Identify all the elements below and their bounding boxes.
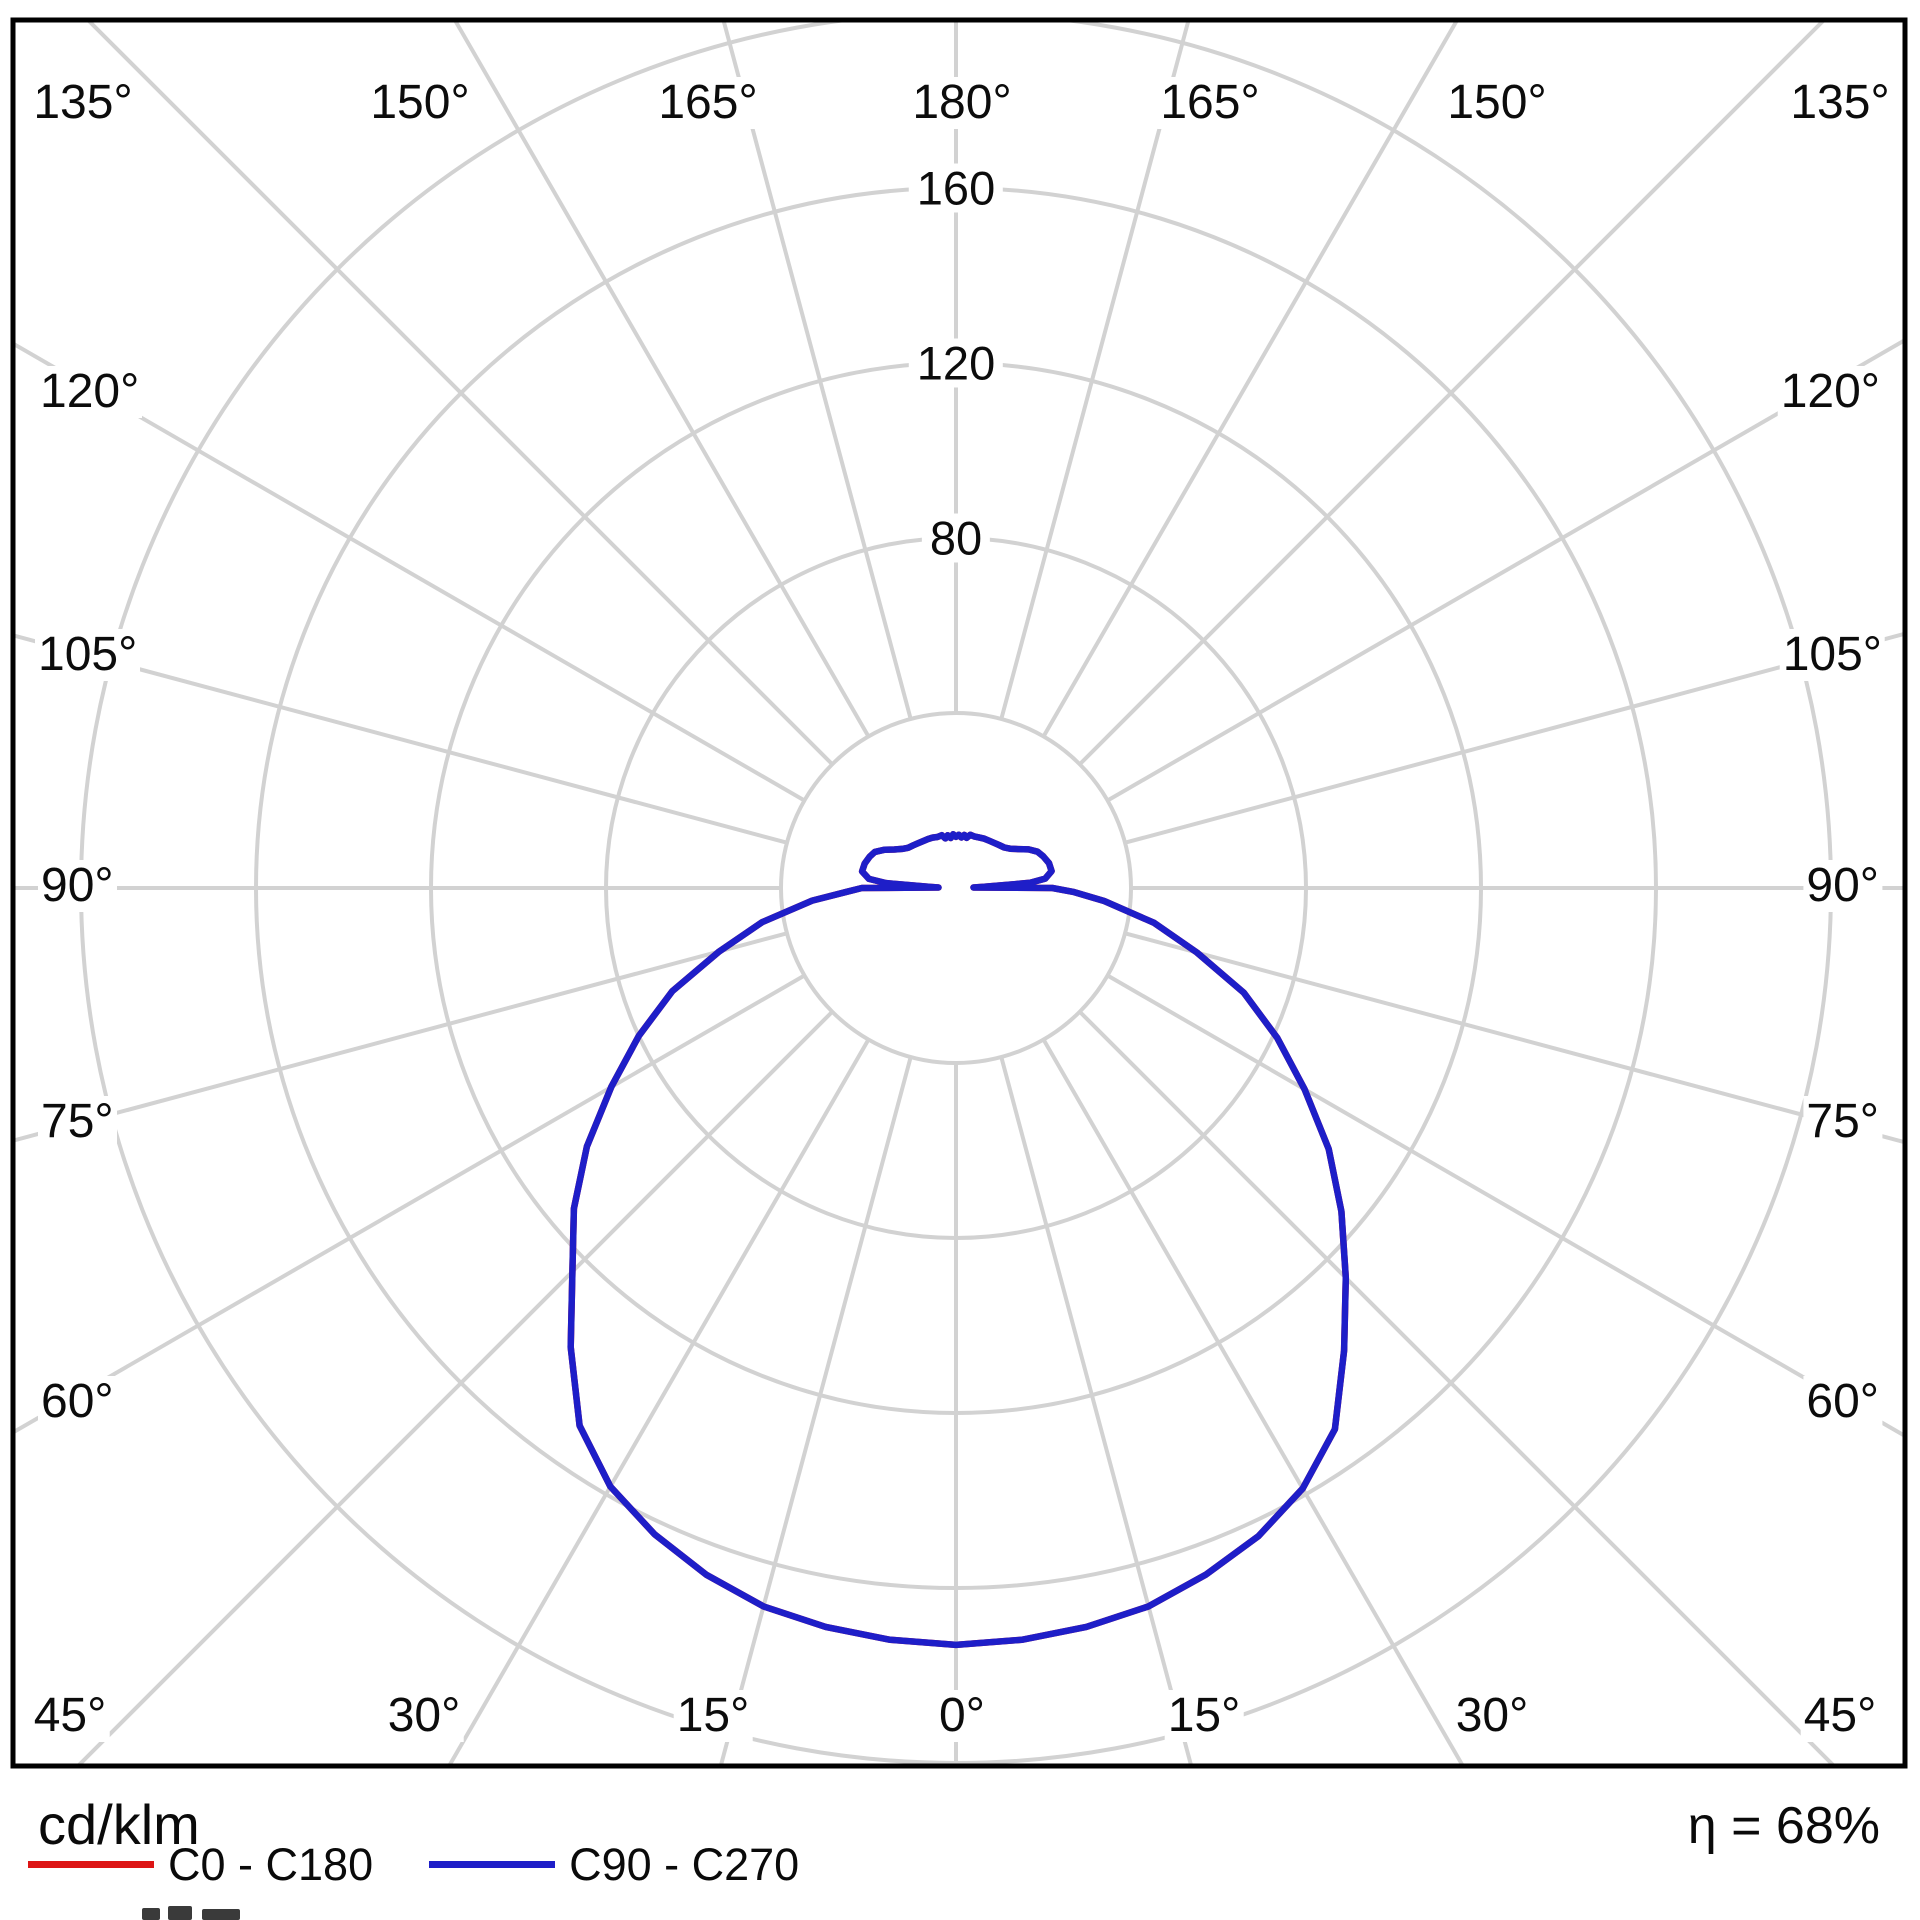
- grid-spoke-315: [75, 1010, 834, 1766]
- angle-label: 165°: [1157, 77, 1263, 129]
- angle-label: 75°: [1803, 1096, 1882, 1148]
- grid-spoke-345: [718, 1056, 913, 1766]
- legend-item-c90-c270: C90 - C270: [429, 1842, 799, 1887]
- angle-label: 30°: [1452, 1690, 1532, 1742]
- c90-c270-line-swatch: [429, 1861, 556, 1868]
- grid-spoke-60: [1106, 973, 1905, 1439]
- angle-label: 180°: [909, 77, 1015, 129]
- angle-label: 105°: [1779, 629, 1885, 681]
- radial-tick-label: 160: [908, 163, 1004, 213]
- grid-spoke-165: [999, 20, 1191, 720]
- grid-spoke-45: [1078, 1010, 1837, 1766]
- angle-label: 15°: [673, 1690, 753, 1742]
- angle-label: 90°: [1803, 860, 1882, 912]
- grid-spoke-120: [1106, 337, 1905, 803]
- radial-tick-label: 80: [921, 513, 991, 563]
- grid-spoke-240: [13, 341, 806, 803]
- grid-spoke-30: [1041, 1038, 1466, 1766]
- angle-label: 120°: [1777, 366, 1883, 418]
- plot-frame: [10, 17, 1908, 1769]
- c90-c270-curve: [567, 831, 1350, 1649]
- angle-label: 15°: [1164, 1690, 1244, 1742]
- grid-spoke-75: [1124, 931, 1905, 1145]
- angle-label: 75°: [38, 1096, 117, 1148]
- angle-label: 120°: [37, 366, 143, 418]
- angle-label: 60°: [1803, 1376, 1882, 1428]
- legend-label-c0-c180: C0 - C180: [168, 1839, 374, 1890]
- grid-spoke-285: [13, 931, 788, 1143]
- angle-label: 135°: [1787, 77, 1893, 129]
- cutoff-text-artifact: [140, 1906, 270, 1920]
- legend: C0 - C180 C90 - C270: [28, 1842, 799, 1887]
- grid-spoke-225: [85, 20, 834, 766]
- grid-circle-40: [779, 711, 1133, 1065]
- grid-spoke-210: [452, 20, 871, 738]
- grid-spoke-105: [1124, 631, 1905, 845]
- angle-label: 45°: [1800, 1690, 1880, 1742]
- efficiency-value: η = 68%: [1687, 1797, 1880, 1855]
- angle-label: 60°: [38, 1376, 117, 1428]
- radial-tick-label: 120: [908, 338, 1004, 388]
- angle-label: 90°: [38, 860, 117, 912]
- grid-spoke-150: [1041, 20, 1460, 738]
- angle-label: 45°: [30, 1690, 110, 1742]
- angle-label: 105°: [35, 629, 141, 681]
- angle-label: 150°: [1444, 77, 1550, 129]
- grid-spoke-330: [446, 1038, 871, 1766]
- grid-spoke-300: [13, 973, 806, 1435]
- legend-item-c0-c180: C0 - C180: [28, 1842, 373, 1887]
- grid-spoke-255: [13, 633, 788, 845]
- angle-label: 165°: [655, 77, 761, 129]
- angle-label: 30°: [384, 1690, 464, 1742]
- angle-label: 0°: [936, 1690, 988, 1742]
- c0-c180-line-swatch: [28, 1861, 154, 1868]
- units-label: cd/klm: [38, 1793, 200, 1856]
- grid-spoke-15: [999, 1056, 1194, 1766]
- grid-spoke-195: [721, 20, 913, 720]
- legend-label-c90-c270: C90 - C270: [569, 1839, 800, 1890]
- angle-label: 150°: [367, 77, 473, 129]
- angle-label: 135°: [30, 77, 136, 129]
- grid-spoke-135: [1078, 20, 1827, 766]
